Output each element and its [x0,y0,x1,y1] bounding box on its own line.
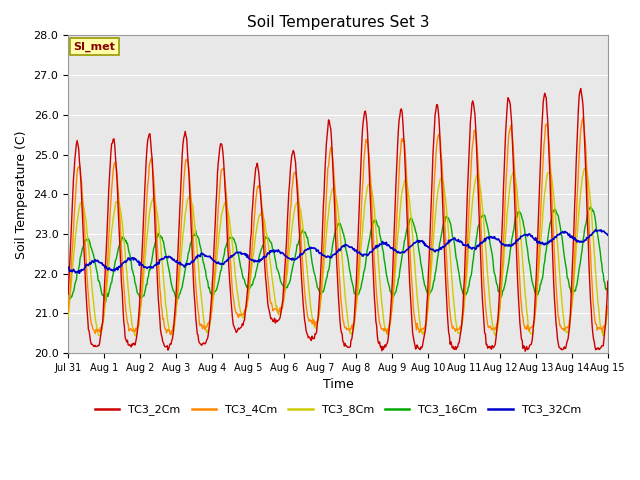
Title: Soil Temperatures Set 3: Soil Temperatures Set 3 [246,15,429,30]
Legend: TC3_2Cm, TC3_4Cm, TC3_8Cm, TC3_16Cm, TC3_32Cm: TC3_2Cm, TC3_4Cm, TC3_8Cm, TC3_16Cm, TC3… [90,400,586,420]
Text: SI_met: SI_met [74,42,115,52]
Y-axis label: Soil Temperature (C): Soil Temperature (C) [15,130,28,259]
X-axis label: Time: Time [323,378,353,392]
